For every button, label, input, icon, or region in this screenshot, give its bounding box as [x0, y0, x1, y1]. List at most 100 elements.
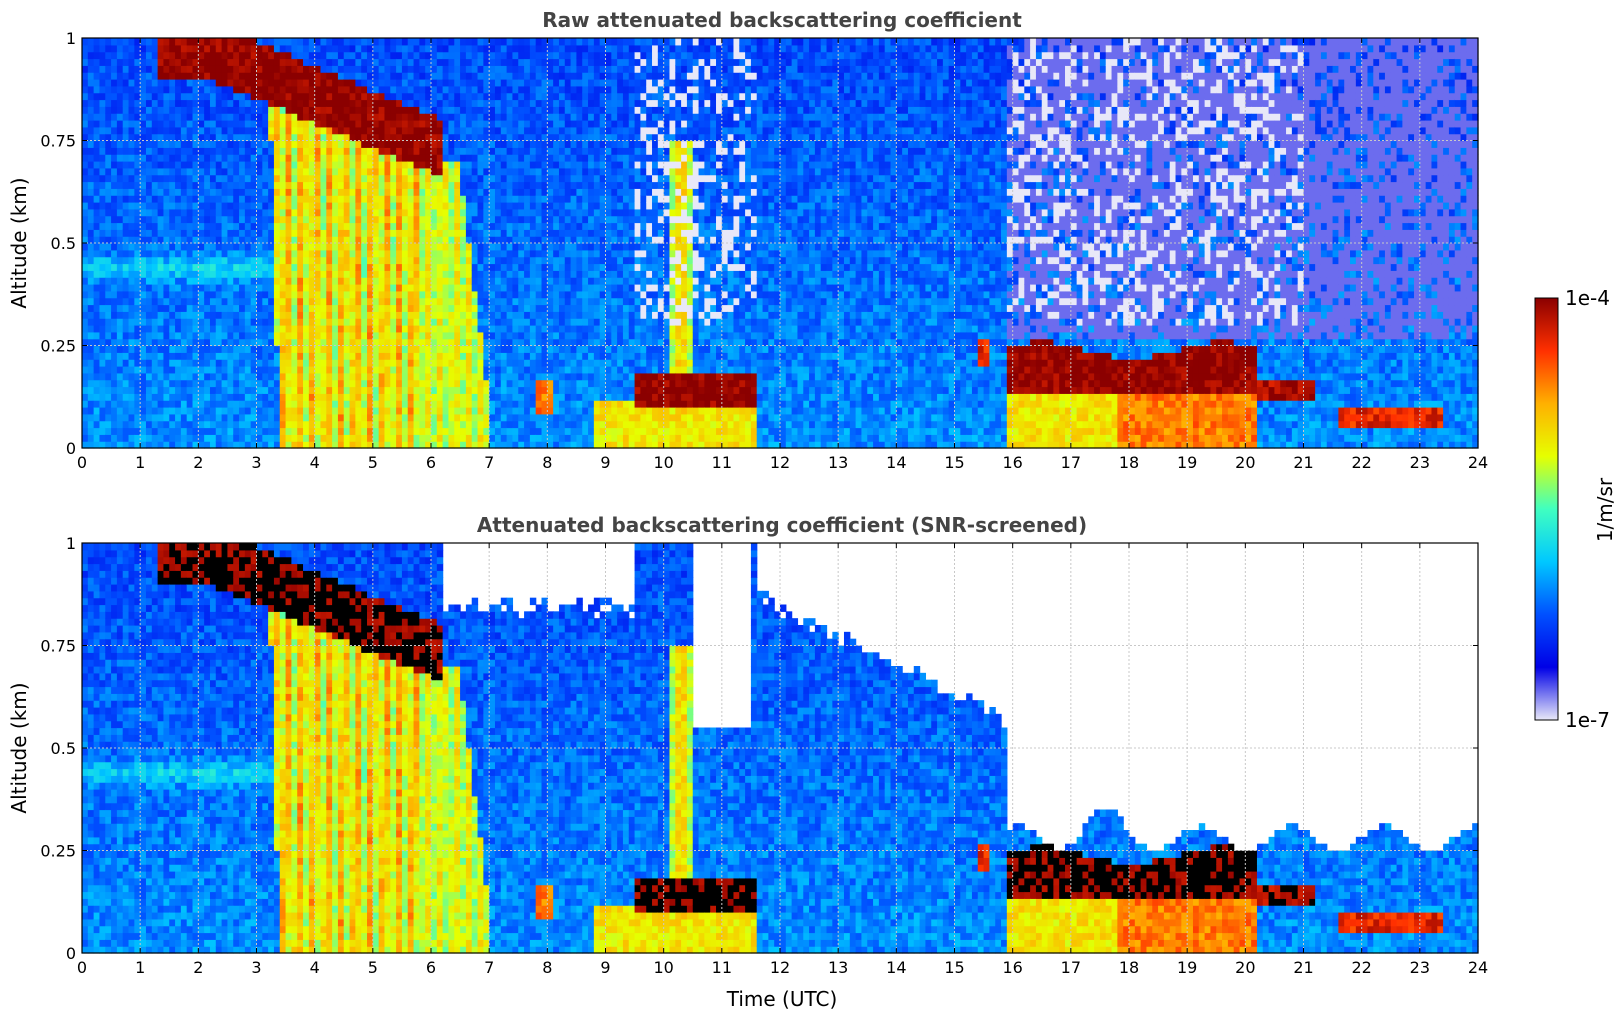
heat-cell	[158, 346, 164, 353]
heat-cell	[373, 311, 379, 318]
heat-cell	[431, 72, 437, 79]
heat-cell	[518, 318, 524, 325]
heat-cell	[315, 106, 321, 113]
heat-cell	[262, 209, 268, 216]
heat-cell	[448, 373, 454, 380]
heat-cell	[361, 339, 367, 346]
heat-cell	[512, 236, 518, 243]
heat-cell	[402, 332, 408, 339]
heat-cell	[303, 161, 309, 168]
heat-cell	[466, 325, 472, 332]
heat-cell	[105, 65, 111, 72]
heat-cell	[146, 195, 152, 202]
heat-cell	[222, 400, 228, 407]
heat-cell	[181, 65, 187, 72]
heat-cell	[338, 59, 344, 66]
heat-cell	[280, 106, 286, 113]
heat-cell	[507, 175, 513, 182]
heat-cell	[286, 414, 292, 421]
heat-cell	[396, 311, 402, 318]
heat-cell	[437, 161, 443, 168]
heat-cell	[460, 400, 466, 407]
heat-cell	[239, 45, 245, 52]
heat-cell	[204, 325, 210, 332]
heat-cell	[140, 52, 146, 59]
heat-cell	[210, 106, 216, 113]
heat-cell	[355, 188, 361, 195]
heat-cell	[204, 407, 210, 414]
heat-cell	[239, 161, 245, 168]
heat-cell	[472, 352, 478, 359]
heat-cell	[117, 229, 123, 236]
heat-cell	[326, 86, 332, 93]
heat-cell	[390, 393, 396, 400]
heat-cell	[431, 434, 437, 441]
heat-cell	[559, 216, 565, 223]
heat-cell	[163, 154, 169, 161]
heat-cell	[408, 325, 414, 332]
heat-cell	[117, 250, 123, 257]
heat-cell	[466, 393, 472, 400]
heat-cell	[379, 421, 385, 428]
heat-cell	[344, 325, 350, 332]
heat-cell	[286, 195, 292, 202]
heat-cell	[379, 223, 385, 230]
heat-cell	[390, 86, 396, 93]
heat-cell	[443, 414, 449, 421]
heat-cell	[478, 346, 484, 353]
heat-cell	[88, 182, 94, 189]
heat-cell	[344, 106, 350, 113]
heat-cell	[431, 216, 437, 223]
heat-cell	[123, 175, 129, 182]
heat-cell	[507, 147, 513, 154]
heat-cell	[350, 134, 356, 141]
heat-cell	[152, 134, 158, 141]
heat-cell	[280, 387, 286, 394]
heat-cell	[530, 141, 536, 148]
heat-cell	[547, 175, 553, 182]
heat-cell	[129, 216, 135, 223]
heat-cell	[187, 414, 193, 421]
heat-cell	[210, 414, 216, 421]
heat-cell	[419, 209, 425, 216]
heat-cell	[268, 236, 274, 243]
heat-cell	[396, 175, 402, 182]
heat-cell	[373, 86, 379, 93]
heat-cell	[419, 79, 425, 86]
heat-cell	[512, 421, 518, 428]
heat-cell	[466, 387, 472, 394]
heat-cell	[408, 113, 414, 120]
heat-cell	[390, 291, 396, 298]
heat-cell	[175, 270, 181, 277]
heat-cell	[88, 373, 94, 380]
heat-cell	[99, 106, 105, 113]
heat-cell	[280, 65, 286, 72]
heat-cell	[105, 229, 111, 236]
heat-cell	[303, 387, 309, 394]
heat-cell	[437, 434, 443, 441]
heat-cell	[338, 393, 344, 400]
heat-cell	[105, 141, 111, 148]
heat-cell	[536, 188, 542, 195]
heat-cell	[437, 359, 443, 366]
heat-cell	[454, 147, 460, 154]
heat-cell	[536, 106, 542, 113]
heat-cell	[536, 434, 542, 441]
heat-cell	[361, 141, 367, 148]
heat-cell	[384, 45, 390, 52]
heat-cell	[216, 134, 222, 141]
heat-cell	[466, 229, 472, 236]
heat-cell	[361, 270, 367, 277]
heat-cell	[105, 421, 111, 428]
heat-cell	[518, 134, 524, 141]
heat-cell	[478, 154, 484, 161]
heat-cell	[286, 141, 292, 148]
heat-cell	[198, 134, 204, 141]
heat-cell	[495, 209, 501, 216]
heat-cell	[536, 202, 542, 209]
heat-cell	[315, 202, 321, 209]
heat-cell	[82, 127, 88, 134]
heat-cell	[181, 352, 187, 359]
heat-cell	[419, 325, 425, 332]
heat-cell	[239, 339, 245, 346]
